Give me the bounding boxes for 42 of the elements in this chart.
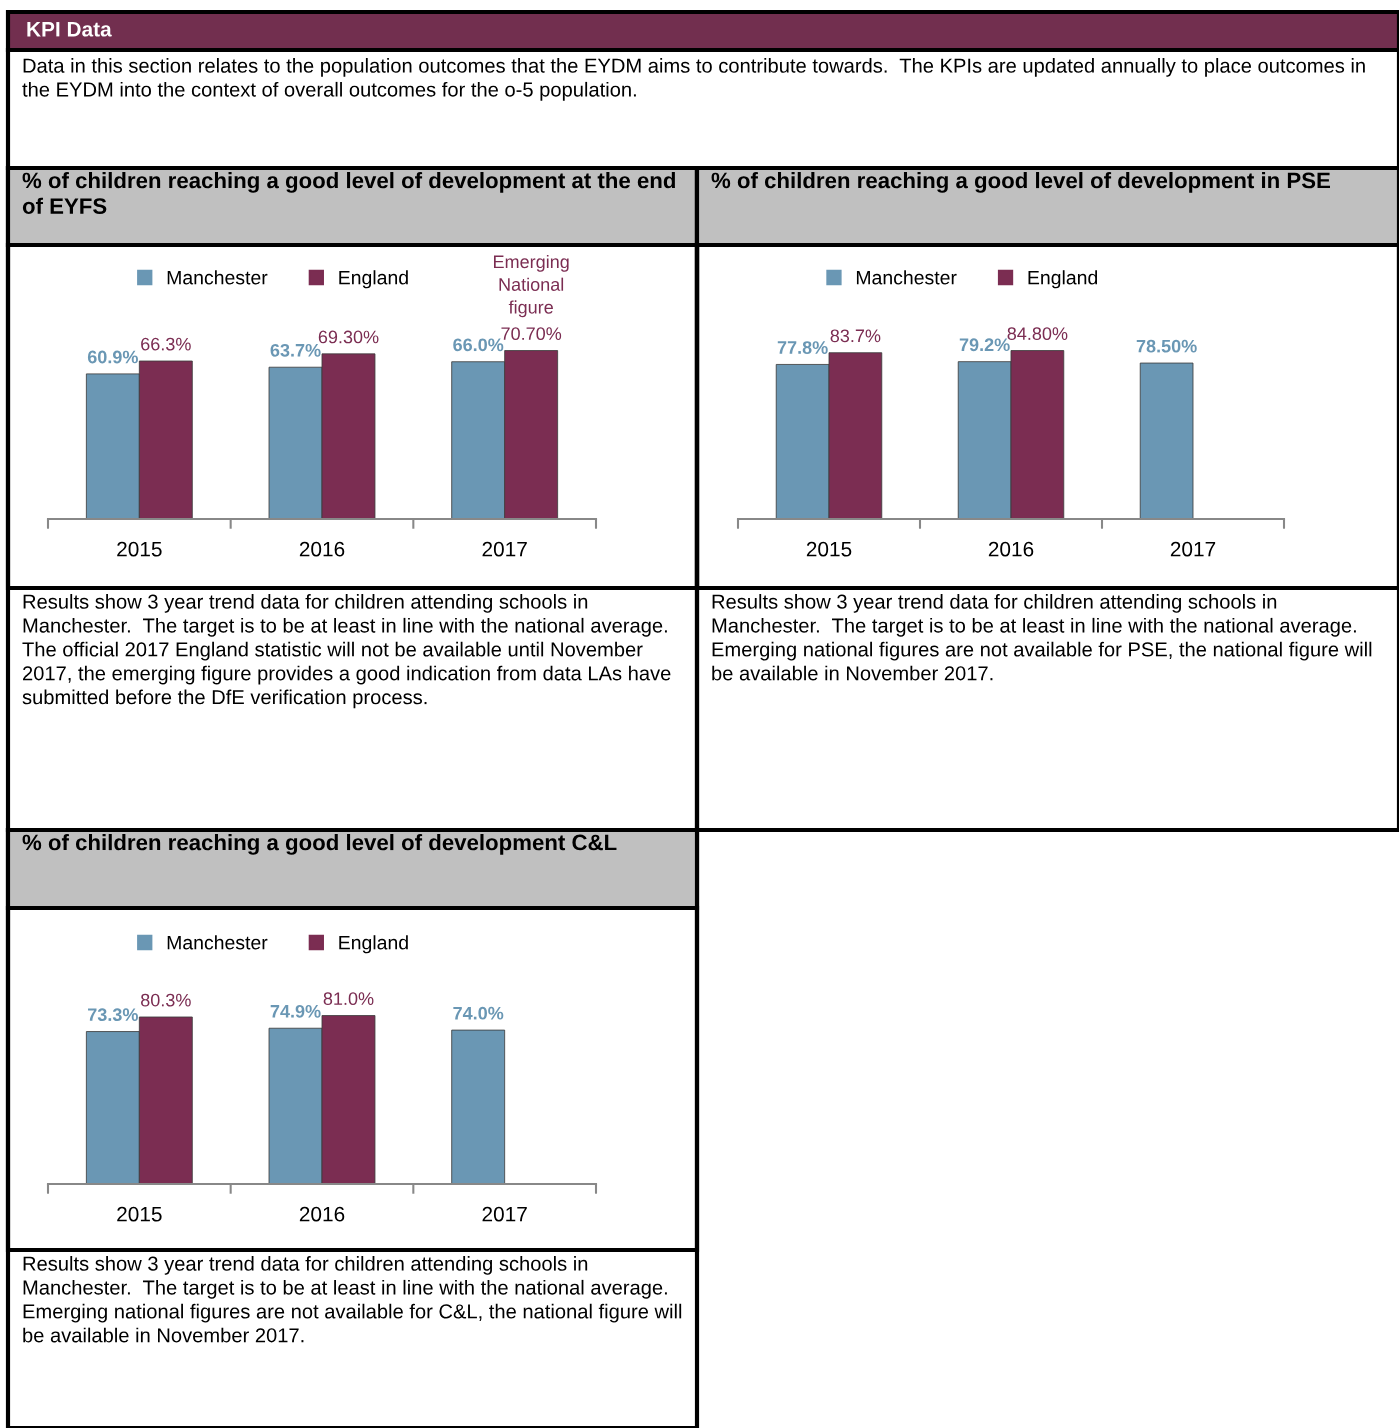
x-tick-label: 2017	[482, 1206, 527, 1222]
legend-label: England	[339, 935, 408, 954]
legend-label: Manchester	[167, 270, 268, 285]
chart-title: % of children reaching a good level of development at the end of EYFS	[22, 172, 675, 214]
x-tick-label: 2017	[1170, 541, 1216, 557]
data-label: 77.8%	[777, 341, 828, 354]
x-tick-label: 2016	[988, 541, 1034, 557]
bar	[1139, 362, 1194, 519]
data-label: 80.3%	[141, 993, 191, 1007]
data-label: 70.70%	[501, 327, 562, 341]
text: Results show 3 year trend data for children attending schools in Manchester. The target is to be at least in line with the national average. Emerging national figures are not available for C&L, the national figure will be available in November 2017.	[23, 1256, 682, 1343]
text: Data in this section relates to the population outcomes that the EYDM aims to contribute towards. The KPIs are updated annually to place outcomes in the EYDM into the context of overall outcomes for the o-5 population.	[22, 58, 1365, 101]
data-label: 79.2%	[959, 338, 1010, 352]
x-tick-label: 2016	[299, 541, 345, 557]
text: Results show 3 year trend data for children attending schools in Manchester. The target is to be at least in line with the national average. Emerging national figures are not available for PSE, the national figure will be available in November 2017.	[712, 594, 1372, 681]
data-label: 81.0%	[323, 992, 374, 1006]
data-label: 78.50%	[1136, 339, 1197, 353]
legend-label: Manchester	[167, 935, 268, 950]
chart-title: % of children reaching a good level of development C&L	[22, 834, 617, 855]
x-tick-label: 2017	[482, 541, 527, 557]
data-label: 60.9%	[87, 350, 138, 364]
data-label: 69.30%	[318, 330, 379, 344]
annotation: Emerging National figure	[494, 254, 569, 318]
legend-label: England	[339, 270, 408, 289]
text: Results show 3 year trend data for children attending schools in Manchester. The target is to be at least in line with the national average. The official 2017 England statistic will not be available until November 2017, the emerging figure provides a good indication from data LAs have submitted before the DfE verification process.	[22, 594, 671, 709]
data-label: 66.3%	[141, 337, 191, 351]
legend-label: England	[1028, 270, 1098, 289]
bar	[451, 1029, 506, 1184]
text: KPI Data	[27, 22, 112, 37]
data-label: 63.7%	[270, 343, 321, 357]
legend-label: Manchester	[856, 270, 957, 285]
data-label: 74.0%	[453, 1006, 504, 1020]
data-label: 73.3%	[88, 1008, 138, 1022]
data-label: 74.9%	[270, 1004, 321, 1018]
x-tick-label: 2015	[806, 541, 852, 557]
chart-title: % of children reaching a good level of development in PSE	[711, 172, 1330, 193]
data-label: 84.80%	[1007, 327, 1068, 341]
x-tick-label: 2015	[117, 1206, 162, 1222]
x-tick-label: 2016	[299, 1206, 345, 1222]
x-tick-label: 2015	[117, 541, 162, 557]
data-label: 83.7%	[830, 329, 881, 343]
data-label: 66.0%	[453, 338, 504, 352]
